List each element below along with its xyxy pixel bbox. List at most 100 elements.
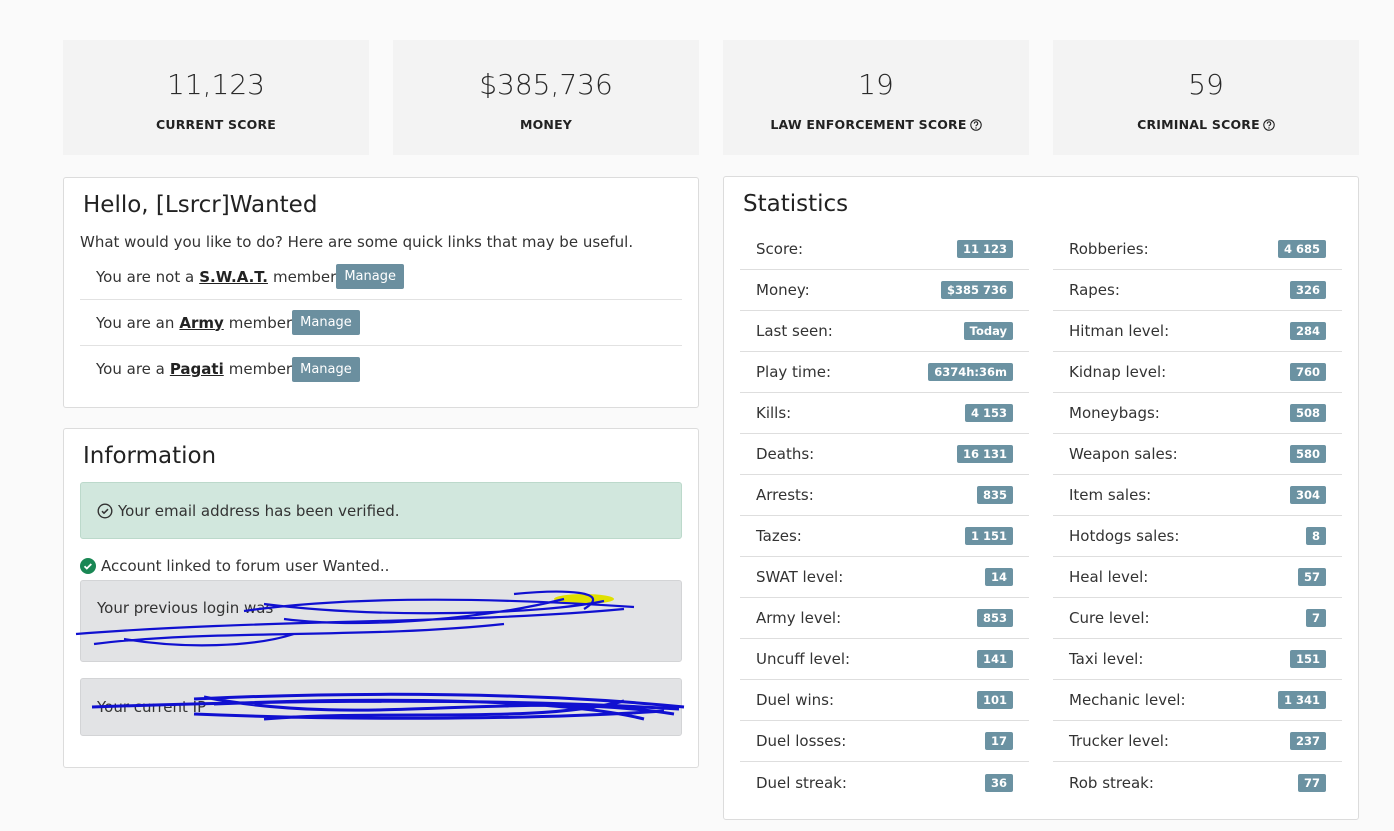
summary-label: CRIMINAL SCORE [1053, 117, 1359, 132]
stat-row: Moneybags: 508 [1053, 393, 1342, 434]
stat-label: Weapon sales: [1069, 445, 1178, 463]
membership-link[interactable]: Army [179, 313, 224, 332]
hello-panel: Hello, [Lsrcr]Wanted What would you like… [63, 177, 699, 408]
stat-row: Trucker level: 237 [1053, 721, 1342, 762]
membership-prefix: You are a [96, 360, 165, 378]
stat-row: Weapon sales: 580 [1053, 434, 1342, 475]
email-alert: Your email address has been verified. [80, 482, 682, 539]
forum-notice: Account linked to forum user Wanted.. [101, 557, 390, 575]
stat-row: Uncuff level: 141 [740, 639, 1029, 680]
previous-login-alert: Your previous login was [80, 580, 682, 662]
stat-row: Taxi level: 151 [1053, 639, 1342, 680]
stat-badge: 1 151 [964, 527, 1013, 545]
stat-label: Kidnap level: [1069, 363, 1167, 381]
stat-label: Score: [756, 240, 804, 258]
summary-label: LAW ENFORCEMENT SCORE [723, 117, 1029, 132]
summary-label: CURRENT SCORE [63, 117, 369, 132]
stat-badge: 580 [1289, 445, 1326, 463]
stat-label: SWAT level: [756, 568, 844, 586]
stat-badge: $385 736 [940, 281, 1013, 299]
membership-prefix: You are an [96, 313, 175, 332]
current-ip-alert: Your current IP [80, 678, 682, 736]
stat-label: Trucker level: [1069, 732, 1169, 750]
stat-badge: 1 341 [1277, 691, 1326, 709]
stat-badge: 508 [1289, 404, 1326, 422]
hello-subtitle: What would you like to do? Here are some… [80, 233, 634, 251]
stat-row: Score: 11 123 [740, 229, 1029, 270]
stat-badge: 835 [976, 486, 1013, 504]
stat-badge: 7 [1305, 609, 1326, 627]
stat-label: Arrests: [756, 486, 814, 504]
stat-label: Robberies: [1069, 240, 1149, 258]
stat-label: Kills: [756, 404, 792, 422]
manage-button[interactable]: Manage [292, 310, 360, 335]
stat-badge: 760 [1289, 363, 1326, 381]
stat-badge: 284 [1289, 322, 1326, 340]
stat-badge: 6374h:36m [928, 363, 1013, 381]
stat-label: Moneybags: [1069, 404, 1160, 422]
membership-row: You are a Pagati member Manage [80, 346, 682, 392]
stat-label: Mechanic level: [1069, 691, 1186, 709]
stat-badge: 36 [984, 773, 1013, 792]
stat-row: Play time: 6374h:36m [740, 352, 1029, 393]
stat-row: Item sales: 304 [1053, 475, 1342, 516]
stat-label: Play time: [756, 363, 831, 381]
forum-line: Account linked to forum user Wanted.. [80, 557, 389, 575]
stat-row: Mechanic level: 1 341 [1053, 680, 1342, 721]
stat-row: Army level: 853 [740, 598, 1029, 639]
stat-label: Tazes: [756, 527, 802, 545]
membership-suffix: member [228, 313, 293, 332]
membership-suffix: member [228, 360, 293, 378]
summary-label-text: LAW ENFORCEMENT SCORE [770, 117, 967, 132]
summary-card: 19 LAW ENFORCEMENT SCORE [723, 40, 1029, 155]
membership-link[interactable]: Pagati [169, 360, 224, 378]
stat-label: Cure level: [1069, 609, 1150, 627]
stat-label: Deaths: [756, 445, 815, 463]
summary-label-text: CURRENT SCORE [155, 117, 277, 132]
stat-badge: 17 [984, 732, 1013, 750]
stat-badge: 4 153 [964, 404, 1013, 422]
help-icon [969, 119, 982, 131]
stat-badge: 4 685 [1277, 240, 1326, 258]
email-notice: Your email address has been verified. [118, 501, 400, 520]
manage-button[interactable]: Manage [292, 356, 360, 382]
information-title: Information [83, 443, 217, 469]
summary-card: 59 CRIMINAL SCORE [1053, 40, 1359, 155]
stat-badge: 101 [976, 691, 1013, 709]
stat-row: Cure level: 7 [1053, 598, 1342, 639]
stat-badge: 16 131 [956, 445, 1013, 463]
check-icon [97, 502, 113, 519]
stat-label: Heal level: [1069, 568, 1149, 586]
stat-badge: 853 [976, 609, 1013, 627]
stat-row: Robberies: 4 685 [1053, 229, 1342, 270]
summary-value: 19 [858, 68, 894, 101]
stat-label: Uncuff level: [756, 650, 851, 668]
membership-link[interactable]: S.W.A.T. [199, 267, 268, 286]
summary-label: MONEY [393, 117, 699, 132]
manage-button[interactable]: Manage [336, 264, 404, 289]
current-ip: Your current IP [97, 698, 207, 716]
stat-row: Kills: 4 153 [740, 393, 1029, 434]
stat-row: Kidnap level: 760 [1053, 352, 1342, 393]
membership-row: You are an Army member Manage [80, 300, 682, 346]
stat-label: Duel losses: [756, 732, 847, 750]
stat-row: Money: $385 736 [740, 270, 1029, 311]
stat-row: Arrests: 835 [740, 475, 1029, 516]
information-panel: Information Your email address has been … [63, 428, 699, 768]
membership-row: You are not a S.W.A.T. member Manage [80, 254, 682, 300]
stat-row: Duel wins: 101 [740, 680, 1029, 721]
statistics-title: Statistics [743, 191, 849, 217]
stat-row: Rapes: 326 [1053, 270, 1342, 311]
stat-label: Army level: [756, 609, 842, 627]
stat-label: Last seen: [756, 322, 833, 340]
stat-badge: 141 [976, 650, 1013, 668]
check-icon [80, 558, 96, 574]
hello-title: Hello, [Lsrcr]Wanted [83, 192, 318, 218]
stat-label: Rob streak: [1069, 773, 1154, 792]
previous-login: Your previous login was [97, 599, 274, 617]
summary-label-text: MONEY [519, 117, 573, 132]
summary-value: 59 [1188, 68, 1224, 101]
stat-badge: 304 [1289, 486, 1326, 504]
membership-prefix: You are not a [96, 267, 195, 286]
stat-row: Rob streak: 77 [1053, 762, 1342, 803]
